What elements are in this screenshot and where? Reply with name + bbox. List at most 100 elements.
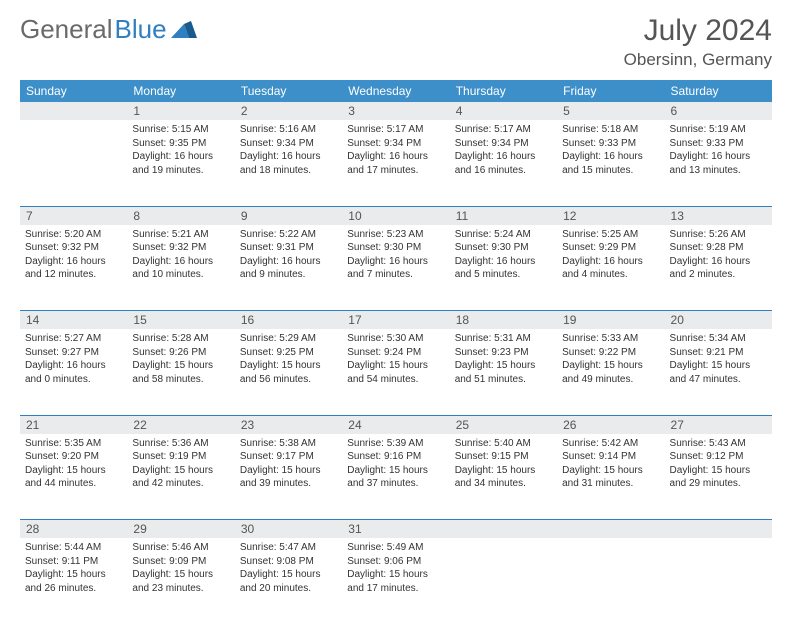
- day-cell: Sunrise: 5:16 AMSunset: 9:34 PMDaylight:…: [235, 120, 342, 206]
- sunset-text: Sunset: 9:31 PM: [240, 241, 337, 255]
- logo: GeneralBlue: [20, 14, 197, 45]
- day-cell: Sunrise: 5:20 AMSunset: 9:32 PMDaylight:…: [20, 225, 127, 311]
- sunset-text: Sunset: 9:16 PM: [347, 450, 444, 464]
- day-cell-text: Sunrise: 5:26 AMSunset: 9:28 PMDaylight:…: [670, 228, 767, 282]
- day-cell: Sunrise: 5:49 AMSunset: 9:06 PMDaylight:…: [342, 538, 449, 624]
- sunset-text: Sunset: 9:19 PM: [132, 450, 229, 464]
- sunset-text: Sunset: 9:11 PM: [25, 555, 122, 569]
- daylight-text: Daylight: 15 hours and 34 minutes.: [455, 464, 552, 491]
- sunrise-text: Sunrise: 5:28 AM: [132, 332, 229, 346]
- daylight-text: Daylight: 15 hours and 23 minutes.: [132, 568, 229, 595]
- sunrise-text: Sunrise: 5:20 AM: [25, 228, 122, 242]
- sunrise-text: Sunrise: 5:40 AM: [455, 437, 552, 451]
- sunrise-text: Sunrise: 5:29 AM: [240, 332, 337, 346]
- day-header: Tuesday: [235, 80, 342, 102]
- day-cell: Sunrise: 5:27 AMSunset: 9:27 PMDaylight:…: [20, 329, 127, 415]
- day-content-row: Sunrise: 5:27 AMSunset: 9:27 PMDaylight:…: [20, 329, 772, 415]
- day-number: [450, 520, 557, 539]
- sunset-text: Sunset: 9:17 PM: [240, 450, 337, 464]
- sunset-text: Sunset: 9:34 PM: [347, 137, 444, 151]
- day-cell-text: Sunrise: 5:39 AMSunset: 9:16 PMDaylight:…: [347, 437, 444, 491]
- day-number: 29: [127, 520, 234, 539]
- day-cell-text: Sunrise: 5:16 AMSunset: 9:34 PMDaylight:…: [240, 123, 337, 177]
- sunset-text: Sunset: 9:30 PM: [347, 241, 444, 255]
- daylight-text: Daylight: 15 hours and 20 minutes.: [240, 568, 337, 595]
- day-number: 9: [235, 206, 342, 225]
- day-cell: Sunrise: 5:17 AMSunset: 9:34 PMDaylight:…: [342, 120, 449, 206]
- day-number: [557, 520, 664, 539]
- day-number: 2: [235, 102, 342, 120]
- sunset-text: Sunset: 9:09 PM: [132, 555, 229, 569]
- sunset-text: Sunset: 9:29 PM: [562, 241, 659, 255]
- day-cell: Sunrise: 5:15 AMSunset: 9:35 PMDaylight:…: [127, 120, 234, 206]
- day-number: 12: [557, 206, 664, 225]
- day-header: Wednesday: [342, 80, 449, 102]
- day-number: 23: [235, 415, 342, 434]
- daylight-text: Daylight: 16 hours and 4 minutes.: [562, 255, 659, 282]
- day-cell: Sunrise: 5:31 AMSunset: 9:23 PMDaylight:…: [450, 329, 557, 415]
- day-cell-text: Sunrise: 5:19 AMSunset: 9:33 PMDaylight:…: [670, 123, 767, 177]
- day-cell: Sunrise: 5:47 AMSunset: 9:08 PMDaylight:…: [235, 538, 342, 624]
- day-content-row: Sunrise: 5:15 AMSunset: 9:35 PM Daylight:…: [20, 120, 772, 206]
- day-number: 18: [450, 311, 557, 330]
- sunset-text: Sunset: 9:34 PM: [240, 137, 337, 151]
- day-cell-text: Sunrise: 5:17 AMSunset: 9:34 PMDaylight:…: [347, 123, 444, 177]
- day-number: 22: [127, 415, 234, 434]
- day-number: 25: [450, 415, 557, 434]
- sunset-text: Sunset: 9:28 PM: [670, 241, 767, 255]
- day-number: 21: [20, 415, 127, 434]
- sunrise-text: Sunrise: 5:16 AM: [240, 123, 337, 137]
- day-number: 27: [665, 415, 772, 434]
- calendar-table: SundayMondayTuesdayWednesdayThursdayFrid…: [20, 80, 772, 624]
- daylight-text: Daylight: 15 hours and 47 minutes.: [670, 359, 767, 386]
- day-cell: [557, 538, 664, 624]
- day-cell: Sunrise: 5:34 AMSunset: 9:21 PMDaylight:…: [665, 329, 772, 415]
- day-cell-text: Sunrise: 5:36 AMSunset: 9:19 PMDaylight:…: [132, 437, 229, 491]
- sunrise-text: Sunrise: 5:42 AM: [562, 437, 659, 451]
- daylight-text: Daylight: 15 hours and 31 minutes.: [562, 464, 659, 491]
- day-cell-text: Sunrise: 5:35 AMSunset: 9:20 PMDaylight:…: [25, 437, 122, 491]
- day-cell-text: Sunrise: 5:24 AMSunset: 9:30 PMDaylight:…: [455, 228, 552, 282]
- day-cell: Sunrise: 5:40 AMSunset: 9:15 PMDaylight:…: [450, 434, 557, 520]
- sunrise-text: Sunrise: 5:47 AM: [240, 541, 337, 555]
- sunrise-text: Sunrise: 5:35 AM: [25, 437, 122, 451]
- day-number: 4: [450, 102, 557, 120]
- sunset-text: Sunset: 9:30 PM: [455, 241, 552, 255]
- logo-text-blue: Blue: [115, 14, 167, 45]
- daylight-text: Daylight: 16 hours and 2 minutes.: [670, 255, 767, 282]
- day-cell-text: Sunrise: 5:21 AMSunset: 9:32 PMDaylight:…: [132, 228, 229, 282]
- day-cell: Sunrise: 5:38 AMSunset: 9:17 PMDaylight:…: [235, 434, 342, 520]
- day-cell: Sunrise: 5:36 AMSunset: 9:19 PMDaylight:…: [127, 434, 234, 520]
- daylight-text: Daylight: 16 hours and 15 minutes.: [562, 150, 659, 177]
- day-cell: [20, 120, 127, 206]
- sunset-text: Sunset: 9:12 PM: [670, 450, 767, 464]
- sunrise-text: Sunrise: 5:39 AM: [347, 437, 444, 451]
- sunrise-text: Sunrise: 5:23 AM: [347, 228, 444, 242]
- day-number: 31: [342, 520, 449, 539]
- daylight-text: Daylight: 15 hours and 58 minutes.: [132, 359, 229, 386]
- day-number: 11: [450, 206, 557, 225]
- day-number: 28: [20, 520, 127, 539]
- sunset-text: Sunset: 9:24 PM: [347, 346, 444, 360]
- sunset-text: Sunset: 9:15 PM: [455, 450, 552, 464]
- day-number: 10: [342, 206, 449, 225]
- day-number: 6: [665, 102, 772, 120]
- sunrise-text: Sunrise: 5:25 AM: [562, 228, 659, 242]
- day-number: 3: [342, 102, 449, 120]
- sunrise-text: Sunrise: 5:46 AM: [132, 541, 229, 555]
- sunset-text: Sunset: 9:26 PM: [132, 346, 229, 360]
- day-cell-text: Sunrise: 5:42 AMSunset: 9:14 PMDaylight:…: [562, 437, 659, 491]
- location: Obersinn, Germany: [624, 50, 772, 70]
- sunrise-text: Sunrise: 5:17 AM: [455, 123, 552, 137]
- sunset-text: Sunset: 9:35 PM: [132, 137, 229, 151]
- day-cell: Sunrise: 5:42 AMSunset: 9:14 PMDaylight:…: [557, 434, 664, 520]
- sunrise-text: Sunrise: 5:26 AM: [670, 228, 767, 242]
- daylight-text: Daylight: 15 hours and 44 minutes.: [25, 464, 122, 491]
- day-cell: Sunrise: 5:33 AMSunset: 9:22 PMDaylight:…: [557, 329, 664, 415]
- sunrise-text: Sunrise: 5:31 AM: [455, 332, 552, 346]
- daylight-text: Daylight: 16 hours and 17 minutes.: [347, 150, 444, 177]
- daylight-text: Daylight: 15 hours and 17 minutes.: [347, 568, 444, 595]
- sunrise-text: Sunrise: 5:34 AM: [670, 332, 767, 346]
- day-number-row: 28293031: [20, 520, 772, 539]
- sunrise-text: Sunrise: 5:15 AM: [132, 123, 229, 137]
